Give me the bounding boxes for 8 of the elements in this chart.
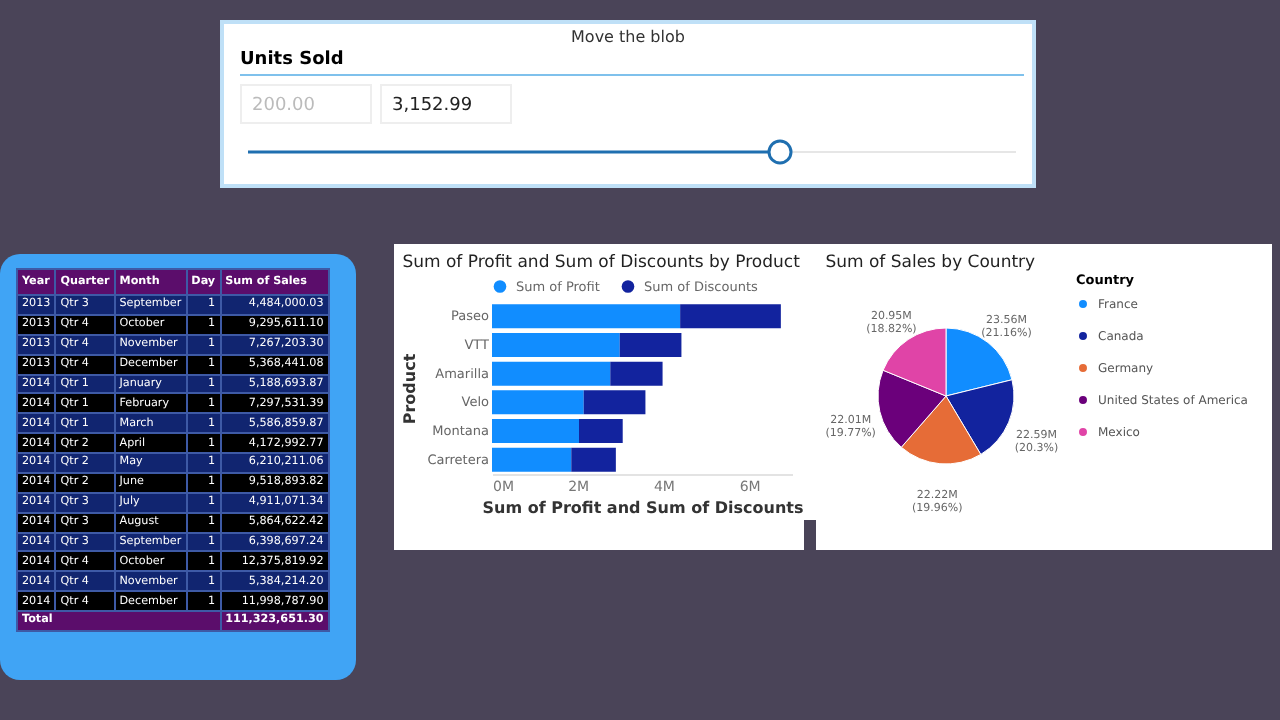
chart-title: Sum of Profit and Sum of Discounts by Product [402,253,802,273]
x-axis-title: Sum of Profit and Sum of Discounts [482,499,804,517]
chart-title: Sum of Sales by Country [825,253,1036,273]
text: 3,152.99 [380,84,512,124]
text: Move the blob [569,28,687,46]
text: Units Sold [240,50,1024,76]
text: 200.00 [240,84,372,124]
y-axis-title: Product [401,353,420,425]
